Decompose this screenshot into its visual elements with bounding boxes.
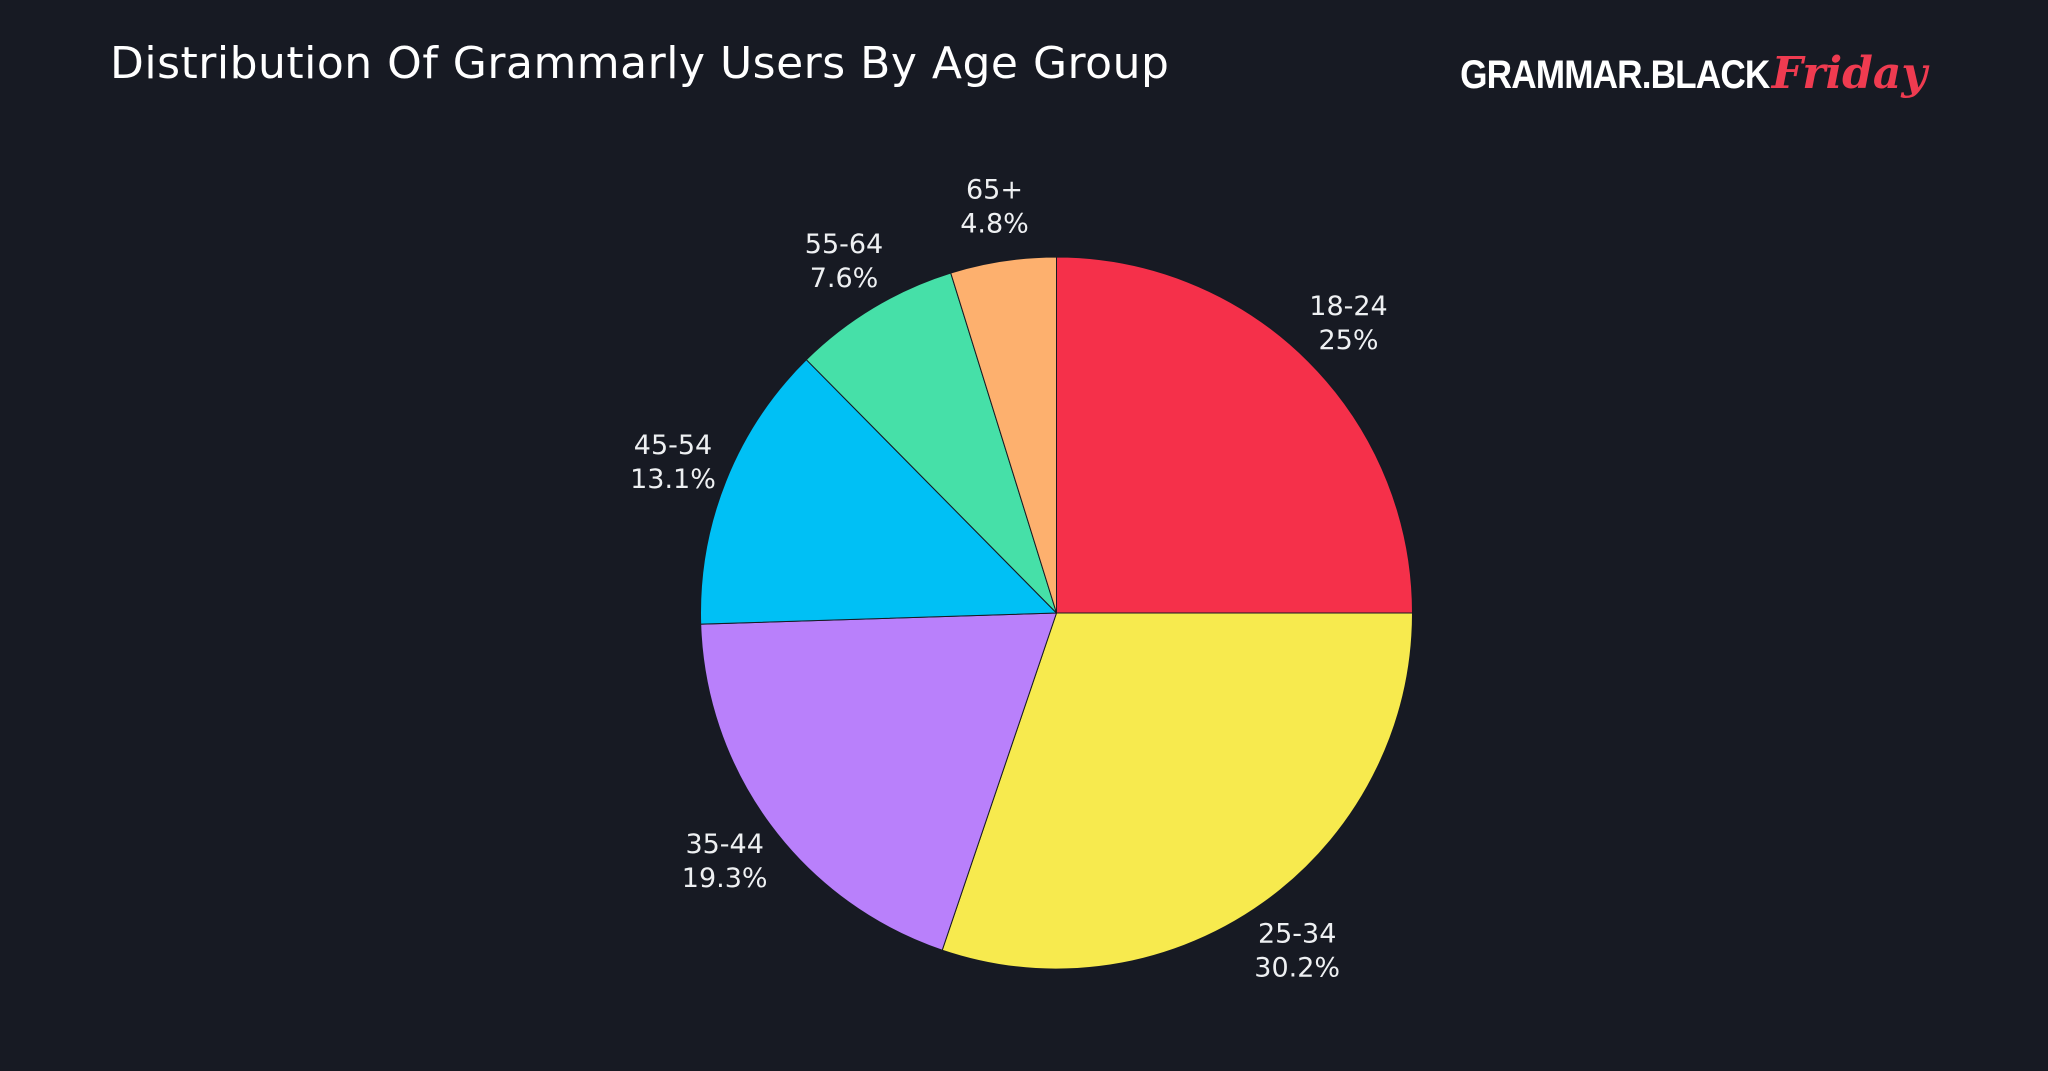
pie-slice-55-64[interactable] — [805, 272, 1057, 614]
pie-label-category: 45-54 — [634, 430, 712, 461]
pie-label-percent: 13.1% — [630, 464, 716, 495]
brand-logo-grammar-black: GRAMMAR.BLACK — [1460, 53, 1771, 97]
pie-label-category: 35-44 — [685, 829, 763, 860]
pie-label-55-64: 55-647.6% — [805, 229, 883, 294]
pie-slice-18-24[interactable] — [1056, 256, 1414, 614]
pie-label-percent: 7.6% — [810, 263, 879, 294]
pie-label-65+: 65+4.8% — [960, 175, 1029, 240]
pie-label-percent: 25% — [1318, 325, 1378, 356]
pie-slice-25-34[interactable] — [941, 612, 1414, 970]
pie-label-category: 65+ — [966, 175, 1023, 206]
pie-label-category: 18-24 — [1309, 291, 1387, 322]
pie-label-percent: 4.8% — [960, 209, 1029, 240]
brand-logo-friday: Friday — [1771, 48, 1927, 99]
pie-label-category: 55-64 — [805, 229, 883, 260]
pie-label-percent: 30.2% — [1254, 953, 1340, 984]
pie-label-category: 25-34 — [1258, 919, 1336, 950]
pie-slice-65+[interactable] — [950, 256, 1057, 614]
pie-slice-35-44[interactable] — [700, 612, 1058, 951]
brand-logo: GRAMMAR.BLACK Friday — [1418, 48, 1927, 99]
pie-label-percent: 19.3% — [682, 863, 768, 894]
pie-slice-45-54[interactable] — [700, 358, 1058, 625]
page-title: Distribution Of Grammarly Users By Age G… — [110, 38, 1170, 89]
